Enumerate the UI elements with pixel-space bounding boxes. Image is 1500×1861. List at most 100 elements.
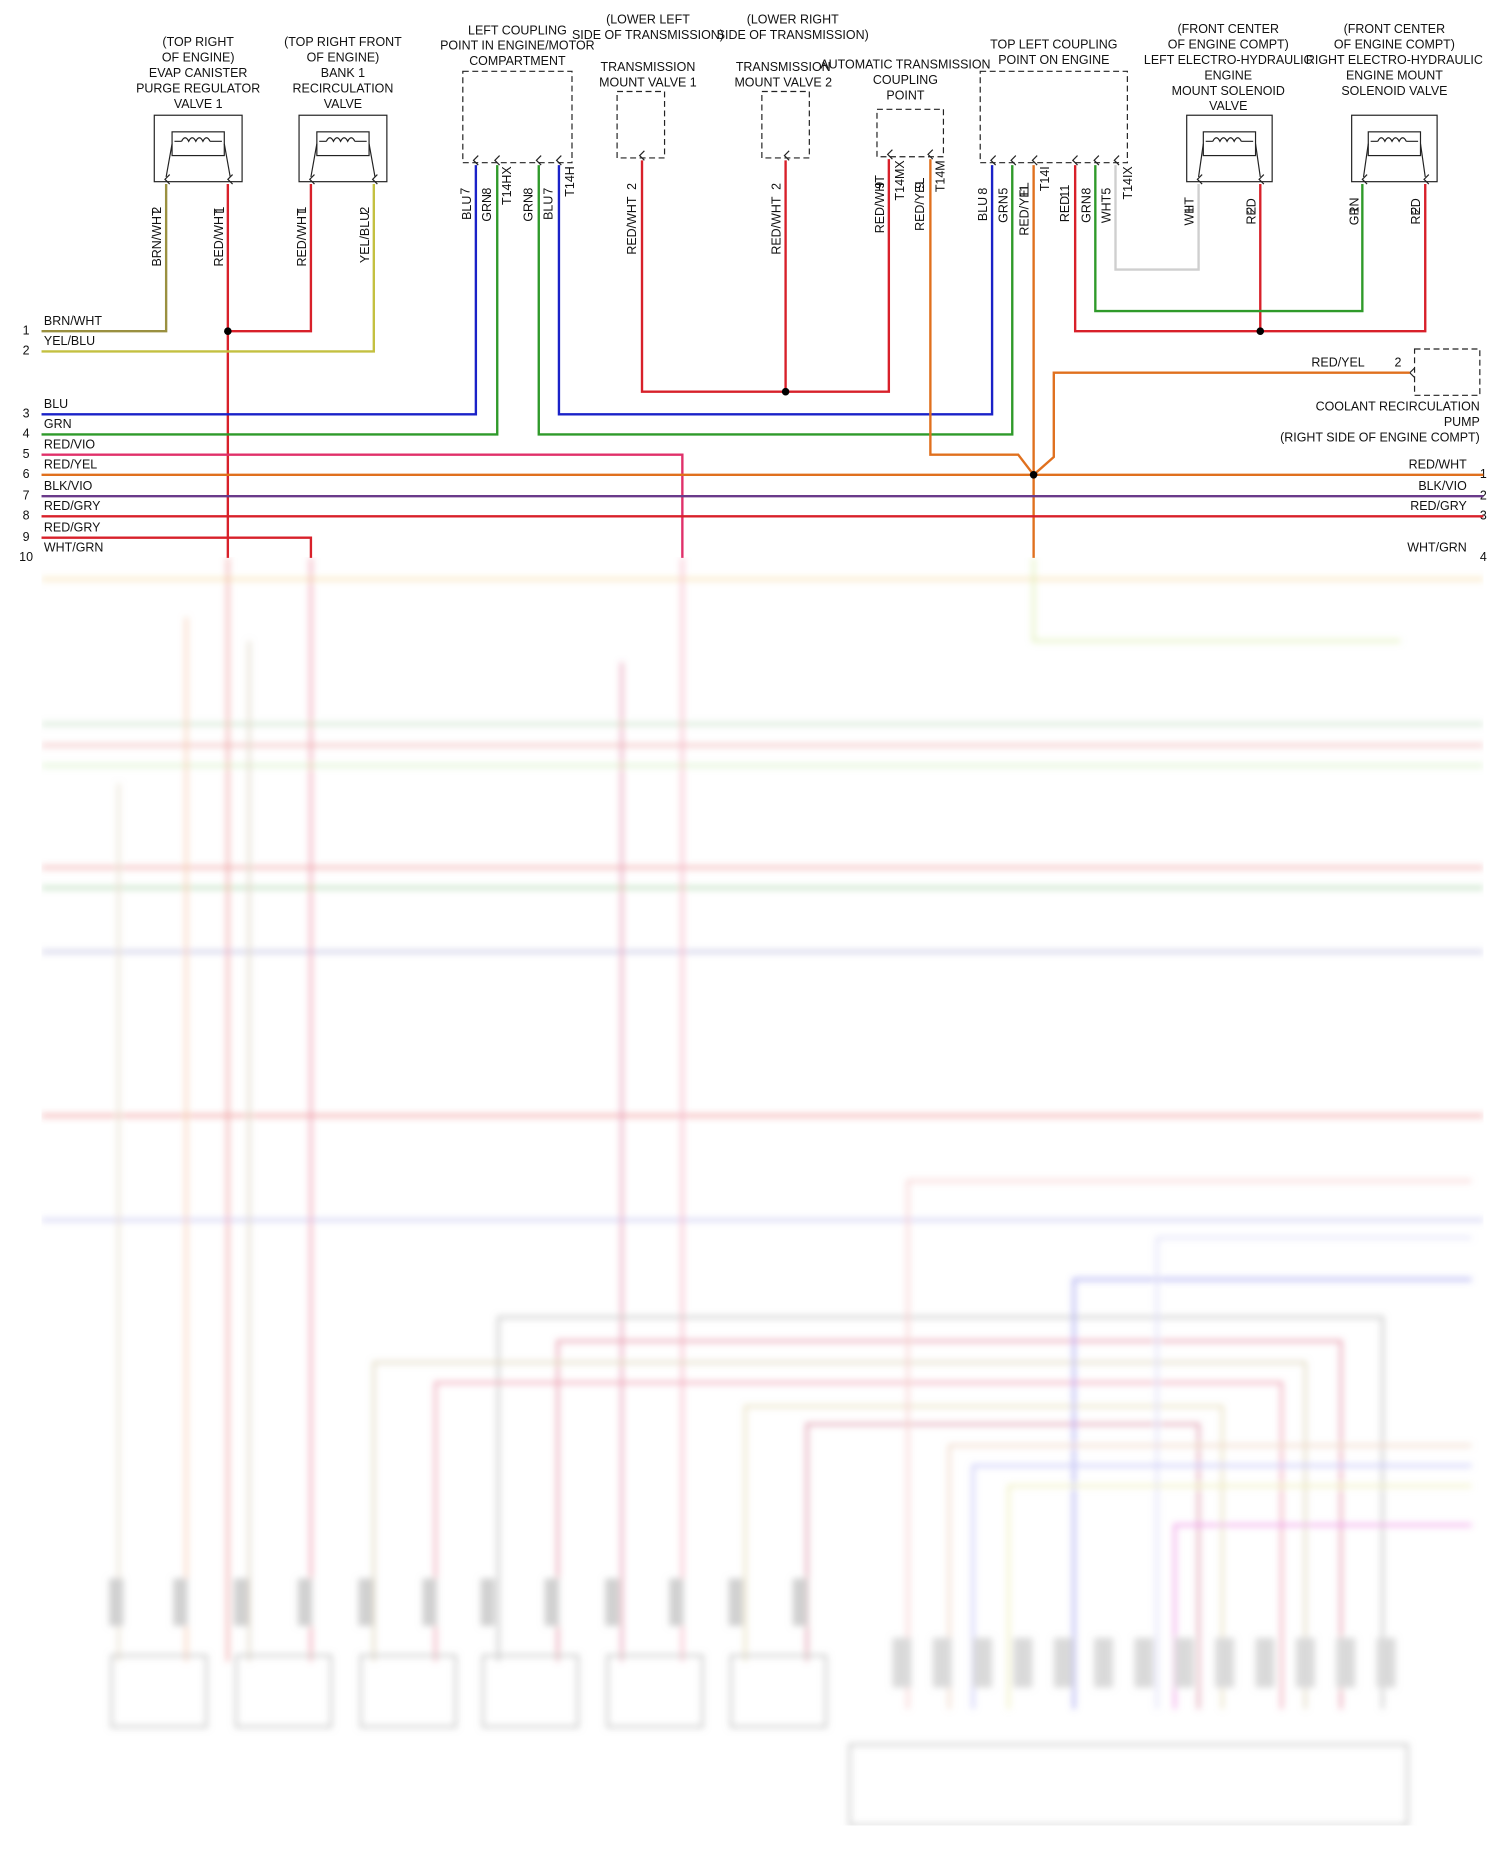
pin-label: 2: [625, 183, 639, 190]
faded-wire: [1007, 1484, 1472, 1709]
component-box: [979, 70, 1128, 164]
pin-label: T14IX: [1121, 166, 1135, 200]
component-label: OF ENGINE): [307, 51, 380, 65]
pin-terminal: [783, 150, 790, 161]
faded-connector: [1174, 1637, 1194, 1688]
wire: [41, 165, 499, 436]
pin-label: 5: [1099, 188, 1113, 195]
component-box: [462, 70, 573, 164]
faded-component: [234, 1654, 333, 1728]
component-label: EVAP CANISTER: [149, 66, 248, 80]
coil: [319, 137, 367, 143]
component-label: OF ENGINE): [162, 51, 235, 65]
wire-label: BLU: [542, 196, 556, 220]
pin-terminal: [638, 150, 645, 161]
pin-label: 2: [1409, 207, 1423, 214]
row-pin: 2: [23, 344, 30, 358]
wire-label: GRN: [1079, 195, 1093, 223]
pin-label: T14I: [1038, 166, 1052, 191]
component-box: [616, 90, 666, 159]
faded-connector: [297, 1578, 313, 1626]
wire-label: YEL/BLU: [358, 212, 372, 263]
pin-label: 2: [1244, 207, 1258, 214]
wire-label: GRN: [1348, 198, 1362, 226]
component-label: MOUNT VALVE 2: [734, 75, 832, 89]
component-box: [1351, 114, 1438, 183]
pin-label: 2: [150, 207, 164, 214]
faded-connector: [109, 1578, 124, 1626]
faded-wire: [948, 1444, 1472, 1709]
component-label: COUPLING: [873, 73, 938, 87]
component-label: TRANSMISSION: [736, 60, 831, 74]
component-label: (LOWER RIGHT: [747, 13, 839, 27]
component-label: (FRONT CENTER: [1344, 22, 1445, 36]
wire-label: RED/WHT: [212, 208, 226, 266]
pin-terminal: [927, 149, 934, 160]
wire: [41, 184, 168, 333]
component-label: (RIGHT SIDE OF ENGINE COMPT): [1280, 430, 1480, 444]
wire-label: RED: [1058, 196, 1072, 222]
pin-label: 1: [295, 207, 309, 214]
splice: [1029, 471, 1038, 479]
faded-connector: [1215, 1637, 1235, 1688]
faded-component: [729, 1654, 828, 1728]
wire: [1094, 165, 1364, 313]
component-label: ENGINE: [1204, 68, 1252, 82]
row-pin: 6: [23, 467, 30, 481]
faded-wire: [906, 1179, 1472, 1709]
faded-wire: [1155, 1236, 1472, 1709]
component-label: (TOP RIGHT: [162, 35, 234, 49]
wire-label: GRN: [480, 194, 494, 222]
faded-connector: [544, 1578, 559, 1626]
pin-terminal: [164, 174, 171, 185]
component-label: BANK 1: [321, 66, 365, 80]
component-label: VALVE: [324, 97, 362, 111]
row-pin: 4: [23, 427, 30, 441]
pin-label: 8: [976, 188, 990, 195]
pin-label: T14M: [933, 160, 947, 192]
faded-connector: [480, 1578, 495, 1626]
component-label: RIGHT ELECTRO-HYDRAULIC: [1306, 53, 1483, 67]
component-label: (FRONT CENTER: [1178, 22, 1279, 36]
row-pin: 2: [1480, 488, 1487, 502]
wire: [537, 165, 1014, 436]
faded-connector: [173, 1578, 188, 1626]
component-label: AUTOMATIC TRANSMISSION: [820, 58, 990, 72]
wire: [1073, 165, 1427, 333]
row-pin: 1: [23, 324, 30, 338]
faded-component: [481, 1654, 580, 1728]
pin-label: T14MX: [893, 160, 907, 201]
pin-terminal: [227, 174, 234, 185]
pin-terminal: [1361, 174, 1368, 185]
row-label: RED/GRY: [44, 499, 101, 513]
pin-terminal: [990, 155, 997, 166]
wire: [41, 453, 684, 558]
pin-terminal: [555, 155, 562, 166]
row-label: BLK/VIO: [1418, 479, 1467, 493]
component-label: TRANSMISSION: [601, 60, 696, 74]
pin-terminal: [1113, 155, 1120, 166]
pin-label: 8: [1079, 188, 1093, 195]
pin-label: 9: [873, 182, 887, 189]
faded-connector: [1295, 1637, 1315, 1688]
coil: [174, 137, 222, 143]
wire: [557, 165, 994, 416]
pin-label: 9: [913, 182, 927, 189]
pin-label: 7: [542, 188, 556, 195]
component-label: COMPARTMENT: [469, 54, 566, 68]
faded-connector: [1255, 1637, 1275, 1688]
row-pin: 7: [23, 488, 30, 502]
wire: [1114, 165, 1200, 271]
component-label: OF ENGINE COMPT): [1168, 38, 1289, 52]
wire-label: WHT: [1183, 197, 1197, 226]
wire-label: RED/YEL: [1018, 182, 1032, 235]
pin-label: 7: [459, 188, 473, 195]
faded-connector: [728, 1578, 743, 1626]
faded-connector: [233, 1578, 249, 1626]
pin-label: 1: [1348, 207, 1362, 214]
component-box: [876, 108, 945, 158]
faded-connector: [1336, 1637, 1356, 1688]
component-label: COOLANT RECIRCULATION: [1316, 399, 1480, 413]
